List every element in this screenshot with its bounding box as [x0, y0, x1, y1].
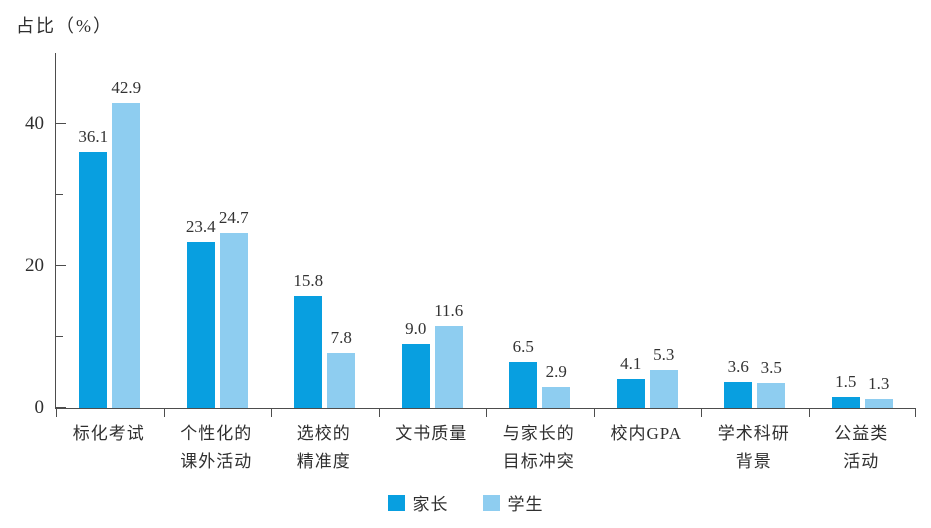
y-axis-major-tick	[56, 123, 66, 124]
legend-label: 家长	[412, 495, 449, 514]
plot-area: 36.1 23.4 15.8 9.0 6.5 4.1 3.6 1.5 42.9 24.7 7.8 11…	[55, 53, 916, 417]
bar-value-label: 24.7	[218, 207, 249, 227]
x-axis-tick	[56, 409, 57, 417]
bar-value-label: 42.9	[111, 78, 142, 98]
y-axis-tick-label: 40	[25, 113, 44, 134]
legend-item-学生: 学生	[482, 490, 544, 515]
bar-学生-3	[327, 352, 356, 408]
legend-label: 学生	[507, 495, 544, 514]
bar-value-label: 6.5	[512, 336, 534, 356]
legend-swatch	[482, 494, 500, 511]
bar-value-label: 9.0	[405, 319, 427, 339]
bar-家长-3	[294, 295, 323, 408]
y-axis-major-tick	[56, 265, 66, 266]
category-label: 公益类活动	[834, 424, 889, 472]
category-label: 个性化的 课外活动	[180, 424, 253, 472]
x-axis-tick	[593, 409, 595, 417]
bar-家长-8	[831, 397, 860, 408]
category-label: 选校的 精准度	[296, 424, 351, 472]
bar-value-label: 1.5	[835, 372, 857, 392]
bar-value-label: 2.9	[545, 362, 567, 382]
category-label: 文书质量	[395, 424, 468, 443]
y-axis-tick-label: 0	[34, 397, 45, 418]
bar-家长-1	[79, 151, 108, 408]
bar-学生-4	[434, 325, 463, 408]
bar-学生-8	[864, 398, 893, 408]
bar-value-label: 5.3	[653, 345, 675, 365]
bar-家长-5	[509, 361, 538, 408]
category-label: 标化考试	[72, 424, 145, 443]
bar-value-label: 11.6	[434, 300, 464, 320]
bar-学生-7	[757, 383, 786, 408]
x-axis-tick	[378, 409, 380, 417]
bar-学生-1	[112, 103, 141, 408]
bar-家长-4	[401, 344, 430, 408]
bar-value-label: 1.3	[868, 373, 890, 393]
y-axis-tick-label: 20	[25, 255, 44, 276]
x-axis-tick	[486, 409, 487, 417]
bar-学生-5	[542, 387, 571, 408]
bar-家长-7	[724, 382, 753, 408]
x-axis-tick	[808, 409, 810, 417]
y-axis-title: 占比（%）	[16, 16, 113, 36]
x-axis-tick	[271, 409, 272, 417]
category-label: 与家长的 目标冲突	[502, 424, 575, 472]
bar-value-label: 7.8	[330, 327, 352, 347]
legend-swatch	[387, 494, 405, 511]
x-axis-tick	[163, 409, 165, 417]
bar-value-label: 4.1	[620, 353, 642, 373]
bar-value-label: 3.6	[727, 357, 749, 377]
bar-value-label: 36.1	[78, 126, 109, 146]
x-axis-tick	[915, 409, 916, 417]
bar-学生-6	[649, 370, 678, 408]
y-axis-minor-tick	[56, 194, 63, 195]
x-axis-tick	[701, 409, 702, 417]
category-label: 校内GPA	[610, 424, 682, 443]
bar-value-label: 3.5	[760, 358, 782, 378]
bar-value-label: 23.4	[185, 216, 216, 236]
y-axis-major-tick	[56, 407, 66, 408]
category-label: 学术科研 背景	[717, 424, 790, 472]
legend-item-家长: 家长	[387, 490, 449, 515]
bar-家长-6	[616, 378, 645, 408]
y-axis-minor-tick	[56, 336, 63, 337]
bar-学生-2	[219, 232, 248, 408]
bar-家长-2	[186, 241, 215, 408]
bar-value-label: 15.8	[293, 270, 324, 290]
legend: 家长 学生	[0, 490, 931, 515]
